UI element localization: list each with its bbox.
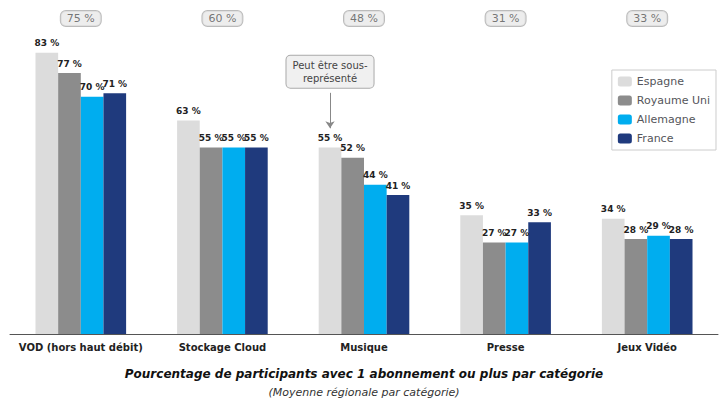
svg-text:41 %: 41 %: [386, 181, 411, 191]
svg-text:Pourcentage de participants av: Pourcentage de participants avec 1 abonn…: [125, 367, 603, 381]
svg-text:(Moyenne régionale par catégor: (Moyenne régionale par catégorie): [268, 386, 459, 399]
svg-text:27 %: 27 %: [505, 228, 530, 238]
svg-text:83 %: 83 %: [34, 38, 59, 48]
svg-text:Stockage Cloud: Stockage Cloud: [179, 342, 267, 353]
svg-text:France: France: [637, 132, 674, 145]
svg-text:29 %: 29 %: [646, 221, 671, 231]
svg-text:31 %: 31 %: [492, 12, 520, 25]
svg-text:Royaume Uni: Royaume Uni: [637, 94, 710, 107]
svg-text:Musique: Musique: [340, 342, 388, 353]
svg-text:33 %: 33 %: [633, 12, 661, 25]
svg-text:VOD (hors haut débit): VOD (hors haut débit): [19, 342, 143, 353]
svg-text:71 %: 71 %: [102, 79, 127, 89]
svg-text:34 %: 34 %: [601, 204, 626, 214]
svg-text:33 %: 33 %: [527, 208, 552, 218]
svg-text:55 %: 55 %: [244, 133, 269, 143]
svg-text:35 %: 35 %: [459, 201, 484, 211]
svg-text:Presse: Presse: [487, 342, 525, 353]
svg-text:27 %: 27 %: [482, 228, 507, 238]
svg-text:70 %: 70 %: [80, 82, 105, 92]
svg-text:Espagne: Espagne: [637, 75, 684, 88]
svg-text:77 %: 77 %: [57, 59, 82, 69]
svg-text:75 %: 75 %: [67, 12, 95, 25]
svg-text:28 %: 28 %: [624, 225, 649, 235]
svg-text:63 %: 63 %: [176, 106, 201, 116]
svg-text:52 %: 52 %: [340, 143, 365, 153]
svg-text:Jeux Vidéo: Jeux Vidéo: [617, 342, 677, 353]
svg-text:44 %: 44 %: [363, 170, 388, 180]
svg-text:48 %: 48 %: [350, 12, 378, 25]
svg-text:55 %: 55 %: [221, 133, 246, 143]
svg-text:Peut être sous-: Peut être sous-: [292, 60, 367, 71]
svg-text:représenté: représenté: [303, 73, 357, 84]
svg-text:Allemagne: Allemagne: [637, 113, 696, 126]
svg-text:55 %: 55 %: [199, 133, 224, 143]
svg-text:28 %: 28 %: [669, 225, 694, 235]
svg-text:55 %: 55 %: [318, 133, 343, 143]
svg-text:60 %: 60 %: [208, 12, 236, 25]
